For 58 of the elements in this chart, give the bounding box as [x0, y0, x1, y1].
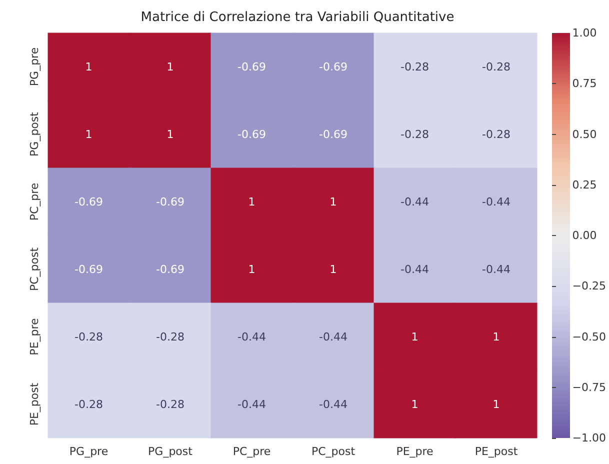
- y-tick-label: PG_pre: [28, 47, 41, 86]
- data-label: -0.69: [238, 128, 266, 141]
- color-bar-label: −0.50: [572, 330, 606, 344]
- y-tick-label: PG_post: [28, 111, 41, 156]
- data-label: -0.28: [482, 128, 510, 141]
- data-label: 1: [248, 195, 256, 208]
- data-label: 1: [166, 128, 174, 141]
- x-tick-label: PC_post: [311, 445, 356, 458]
- data-label: -0.44: [400, 262, 429, 276]
- data-label: -0.44: [400, 195, 429, 208]
- data-label: -0.44: [319, 330, 348, 344]
- data-label: -0.44: [238, 398, 266, 411]
- color-bar-label: −0.25: [572, 280, 606, 293]
- data-label: 1: [492, 330, 500, 344]
- y-tick-label: PE_post: [28, 382, 41, 426]
- y-tick-label: PC_pre: [28, 182, 41, 221]
- data-label: 1: [85, 60, 92, 74]
- data-label: 1: [492, 398, 500, 411]
- data-label: -0.69: [74, 195, 103, 208]
- color-bar-label: 0.00: [572, 229, 597, 242]
- data-label: -0.69: [156, 262, 184, 276]
- color-bar-label: −1.00: [572, 432, 606, 444]
- data-label: 1: [330, 195, 337, 208]
- data-label: 1: [85, 128, 92, 141]
- data-label: -0.69: [319, 128, 348, 141]
- x-tick-label: PG_pre: [69, 445, 108, 458]
- data-label: -0.28: [74, 398, 103, 411]
- data-label: -0.69: [238, 60, 266, 74]
- data-label: -0.28: [156, 398, 184, 411]
- data-label: 1: [166, 60, 174, 74]
- data-label: -0.44: [482, 195, 510, 208]
- data-label: -0.44: [238, 330, 266, 344]
- x-tick-label: PC_pre: [232, 445, 271, 458]
- data-label: -0.28: [400, 60, 429, 74]
- data-label: -0.69: [156, 195, 184, 208]
- y-tick-label: PC_post: [28, 246, 41, 292]
- data-label: -0.28: [482, 60, 510, 74]
- x-tick-label: PE_post: [474, 445, 518, 458]
- data-label: -0.28: [74, 330, 103, 344]
- color-bar-label: 1.00: [572, 26, 597, 40]
- data-label: -0.69: [74, 262, 103, 276]
- color-bar-label: −0.75: [572, 380, 606, 394]
- x-tick-label: PE_pre: [396, 445, 434, 458]
- data-label: -0.28: [156, 330, 184, 344]
- data-label: 1: [411, 330, 418, 344]
- color-bar-label: 0.25: [572, 178, 597, 192]
- data-label: 1: [411, 398, 418, 411]
- color-bar-label: 0.75: [572, 77, 597, 90]
- data-label: -0.44: [319, 398, 348, 411]
- color-bar-label: 0.50: [572, 128, 597, 141]
- data-label: -0.28: [400, 128, 429, 141]
- y-tick-label: PE_pre: [28, 318, 41, 356]
- chart-title: Matrice di Correlazione tra Variabili Quantitative: [140, 10, 454, 25]
- data-label: -0.69: [319, 60, 348, 74]
- data-label: 1: [248, 262, 256, 276]
- data-label: -0.44: [482, 262, 510, 276]
- x-tick-label: PG_post: [148, 445, 194, 458]
- data-label: 1: [330, 262, 337, 276]
